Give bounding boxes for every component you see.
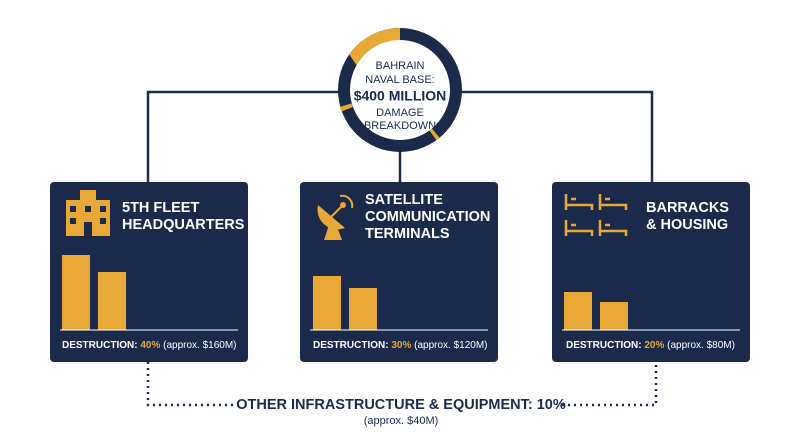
center-amount: $400 MILLION: [354, 88, 447, 104]
destruction-text: DESTRUCTION: 30% (approx. $120M): [313, 340, 488, 351]
destruction-approx: (approx. $80M): [667, 340, 735, 351]
destruction-text: DESTRUCTION: 40% (approx. $160M): [62, 340, 237, 351]
destruction-text: DESTRUCTION: 20% (approx. $80M): [566, 340, 735, 351]
card-title: COMMUNICATION: [365, 209, 490, 225]
center-text: BREAKDOWN: [364, 120, 436, 132]
card-title: SATELLITE: [365, 192, 443, 208]
destruction-percent: 40%: [140, 340, 160, 351]
destruction-percent: 20%: [644, 340, 664, 351]
card-title: HEADQUARTERS: [122, 217, 245, 233]
destruction-label: DESTRUCTION:: [313, 340, 389, 351]
building-icon: [66, 190, 110, 236]
card: 5TH FLEET HEADQUARTERS DESTRUCTION: 40% …: [50, 182, 248, 362]
center-text: DAMAGE: [376, 107, 424, 119]
card: BARRACKS & HOUSING DESTRUCTION: 20% (app…: [552, 182, 750, 362]
destruction-label: DESTRUCTION:: [566, 340, 642, 351]
destruction-percent: 30%: [391, 340, 411, 351]
destruction-label: DESTRUCTION:: [62, 340, 138, 351]
center-text: NAVAL BASE:: [365, 74, 435, 86]
card-title: & HOUSING: [646, 217, 728, 233]
card: SATELLITE COMMUNICATION TERMINALS DESTRU…: [300, 182, 498, 362]
beds-icon: [564, 194, 628, 236]
center-text: BAHRAIN: [376, 60, 425, 72]
other-approx: (approx. $40M): [364, 415, 439, 427]
card-title: TERMINALS: [365, 226, 450, 242]
other-title: OTHER INFRASTRUCTURE & EQUIPMENT: 10%: [236, 397, 566, 413]
destruction-approx: (approx. $120M): [414, 340, 487, 351]
center-ring: BAHRAIN NAVAL BASE: $400 MILLION DAMAGE …: [338, 27, 462, 152]
dotted-connector: [146, 362, 658, 407]
card-title: 5TH FLEET: [122, 200, 199, 216]
card-title: BARRACKS: [646, 200, 729, 216]
satellite-icon: [317, 194, 354, 240]
destruction-approx: (approx. $160M): [163, 340, 236, 351]
